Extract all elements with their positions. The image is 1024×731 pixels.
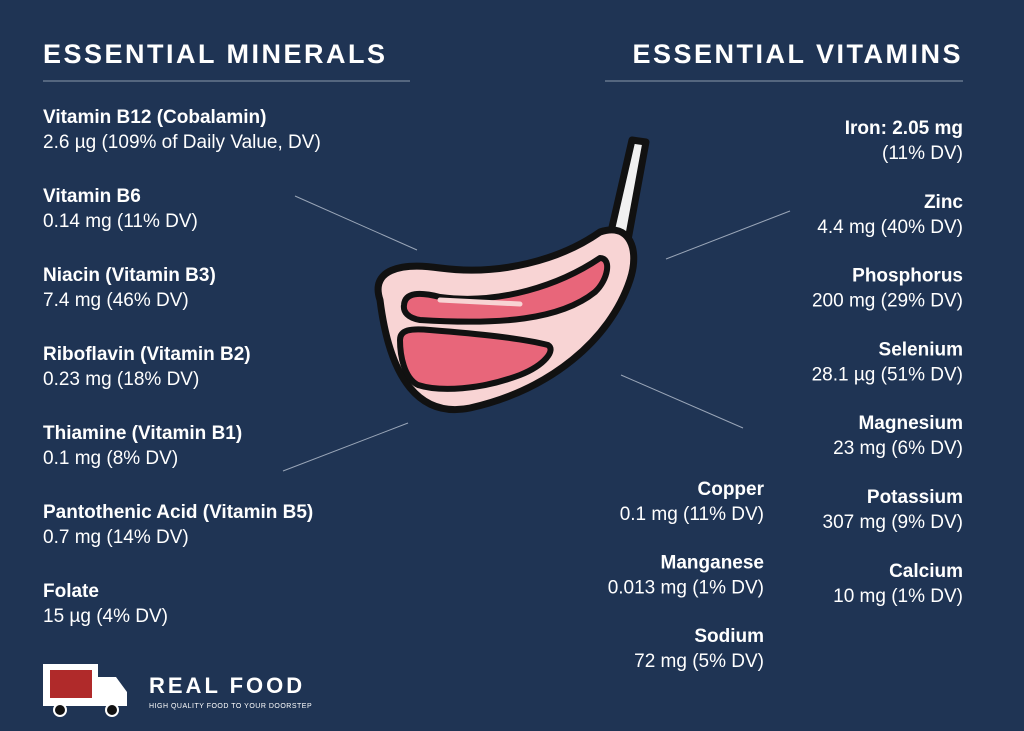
nutrient-name: Calcium <box>889 561 963 582</box>
nutrient-name: Thiamine (Vitamin B1) <box>43 423 242 444</box>
nutrient-name: Pantothenic Acid (Vitamin B5) <box>43 502 313 523</box>
nutrient-name: Folate <box>43 581 99 602</box>
nutrient-detail: 0.013 mg (1% DV) <box>608 578 764 599</box>
nutrient-name: Potassium <box>867 487 963 508</box>
pointer <box>282 422 409 472</box>
nutrient-detail: 0.14 mg (11% DV) <box>43 211 198 232</box>
nutrient-name: Vitamin B6 <box>43 186 141 207</box>
wheel <box>105 703 119 717</box>
nutrient-detail: 200 mg (29% DV) <box>812 291 963 312</box>
left-heading: ESSENTIAL MINERALS <box>43 39 388 69</box>
pointer <box>294 195 418 251</box>
nutrient-detail: 0.7 mg (14% DV) <box>43 527 189 548</box>
nutrient-detail: (11% DV) <box>882 143 963 164</box>
nutrient-name: Magnesium <box>858 413 963 434</box>
wheel <box>53 703 67 717</box>
nutrient-name: Selenium <box>879 339 963 360</box>
nutrient-detail: 15 µg (4% DV) <box>43 606 168 627</box>
nutrient-name: Copper <box>698 479 765 500</box>
meat-illustration <box>374 136 650 413</box>
nutrient-detail: 28.1 µg (51% DV) <box>812 364 963 385</box>
nutrient-detail: 2.6 µg (109% of Daily Value, DV) <box>43 132 321 153</box>
pointer <box>620 374 744 429</box>
nutrient-name: Iron: 2.05 mg <box>845 118 963 139</box>
logo: REAL FOOD HIGH QUALITY FOOD TO YOUR DOOR… <box>43 664 312 717</box>
pointer <box>665 210 791 260</box>
truck-meat <box>50 670 92 698</box>
nutrient-name: Niacin (Vitamin B3) <box>43 265 216 286</box>
brand: REAL FOOD <box>149 673 305 698</box>
right-heading: ESSENTIAL VITAMINS <box>632 39 963 69</box>
nutrient-name: Phosphorus <box>852 266 963 287</box>
tagline: HIGH QUALITY FOOD TO YOUR DOORSTEP <box>149 703 312 710</box>
nutrient-detail: 0.23 mg (18% DV) <box>43 369 199 390</box>
truck-cab <box>98 677 127 706</box>
nutrient-detail: 10 mg (1% DV) <box>833 586 963 607</box>
nutrient-detail: 7.4 mg (46% DV) <box>43 290 189 311</box>
nutrient-name: Zinc <box>924 192 963 213</box>
nutrient-detail: 307 mg (9% DV) <box>823 512 963 533</box>
nutrient-detail: 0.1 mg (8% DV) <box>43 448 178 469</box>
nutrient-detail: 0.1 mg (11% DV) <box>620 504 764 525</box>
nutrient-name: Sodium <box>694 626 764 647</box>
pointer-lines <box>282 195 791 472</box>
nutrient-name: Manganese <box>661 553 764 574</box>
nutrient-name: Vitamin B12 (Cobalamin) <box>43 107 266 128</box>
nutrient-name: Riboflavin (Vitamin B2) <box>43 344 251 365</box>
nutrient-detail: 72 mg (5% DV) <box>634 651 764 672</box>
nutrient-detail: 23 mg (6% DV) <box>833 438 963 459</box>
nutrient-detail: 4.4 mg (40% DV) <box>817 217 963 238</box>
